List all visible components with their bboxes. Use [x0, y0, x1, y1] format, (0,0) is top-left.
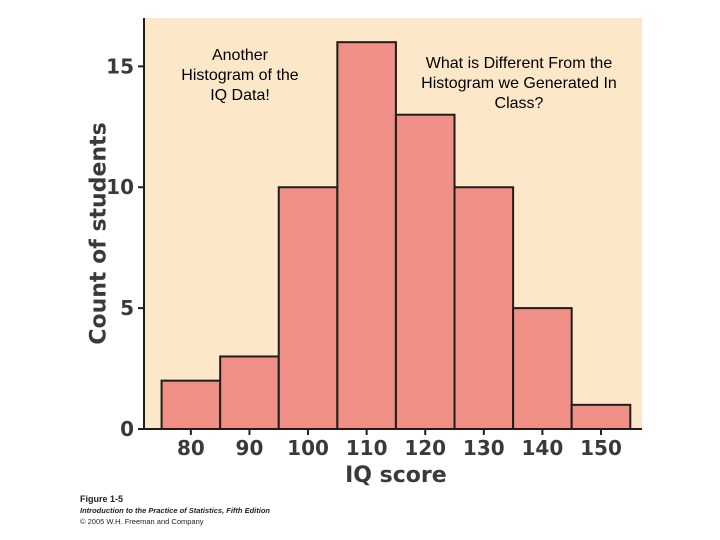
x-axis-title: IQ score [345, 463, 447, 488]
x-tick-label: 90 [236, 436, 264, 460]
x-ticks-group: 80 90 100 110 120 130 140 150 [177, 429, 622, 460]
y-tick-label: 15 [106, 54, 134, 78]
x-tick-label: 140 [522, 436, 564, 460]
x-tick-label: 80 [177, 436, 205, 460]
x-tick-label: 100 [287, 436, 329, 460]
bar-115-125 [394, 113, 456, 431]
bar-145-155 [570, 403, 632, 430]
bar-135-145 [512, 307, 573, 430]
bar-85-95 [219, 355, 280, 430]
y-tick-label: 10 [106, 175, 134, 199]
y-ticks-group: 0 5 10 15 [106, 54, 144, 441]
x-tick-label: 110 [346, 436, 388, 460]
bar-75-85 [160, 379, 222, 431]
caption-figure-number: Figure 1-5 [80, 494, 124, 504]
bars-group [160, 41, 632, 431]
annotation-left: Another Histogram of the IQ Data! [181, 47, 299, 104]
bar-105-115 [336, 41, 397, 430]
x-tick-label: 120 [404, 436, 446, 460]
annotation-right: What is Different From the Histogram we … [421, 55, 617, 112]
y-tick-label: 0 [120, 417, 134, 441]
caption-book-title: Introduction to the Practice of Statisti… [80, 506, 270, 515]
bar-125-135 [453, 186, 515, 430]
caption-copyright: © 2005 W.H. Freeman and Company [80, 517, 204, 526]
x-tick-label: 150 [580, 436, 622, 460]
caption-book-title-text: Introduction to the Practice of Statisti… [80, 506, 271, 515]
bar-95-105 [277, 186, 339, 430]
y-tick-label: 5 [120, 296, 134, 320]
x-tick-label: 130 [463, 436, 505, 460]
y-axis-title: Count of students [87, 122, 112, 344]
